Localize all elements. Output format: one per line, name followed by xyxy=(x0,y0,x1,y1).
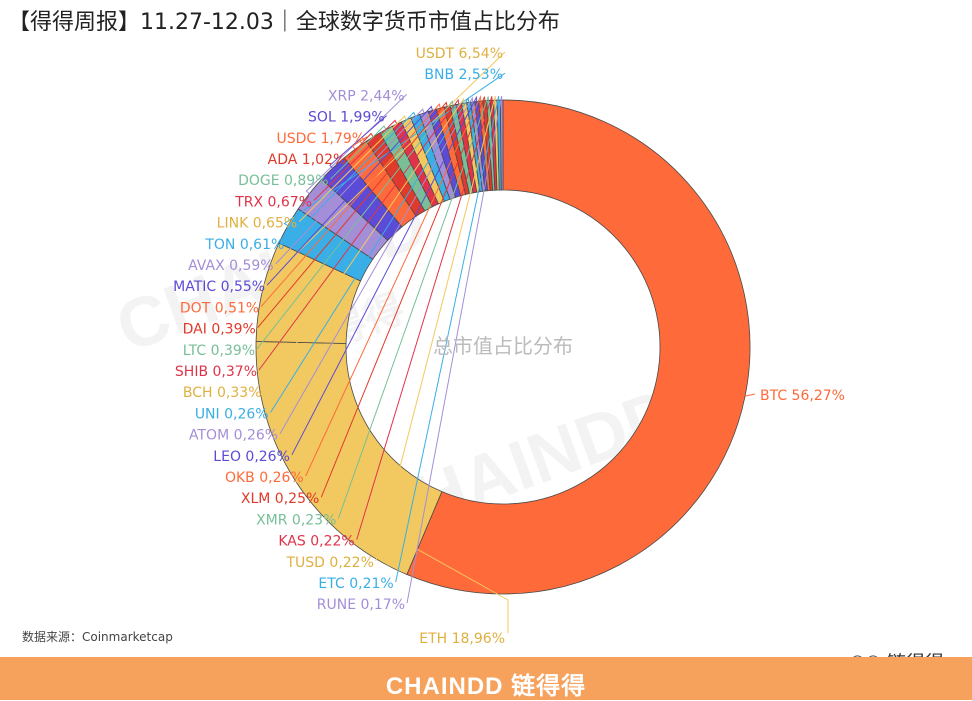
leader-lines-group xyxy=(256,51,756,633)
leader-tusd xyxy=(375,95,496,561)
label-leo: LEO 0,26% xyxy=(213,449,290,465)
label-eth: ETH 18,96% xyxy=(419,631,505,647)
label-shib: SHIB 0,37% xyxy=(175,364,257,380)
label-dai: DAI 0,39% xyxy=(183,322,256,338)
leader-ton xyxy=(285,111,416,244)
label-okb: OKB 0,26% xyxy=(225,470,304,486)
leader-bch xyxy=(263,97,465,392)
label-ada: ADA 1,02% xyxy=(268,152,347,168)
chart-title: 【得得周报】11.27-12.03｜全球数字货币市值占比分布 xyxy=(8,10,560,35)
leader-matic xyxy=(266,105,433,286)
leader-ltc xyxy=(256,100,454,350)
label-xmr: XMR 0,23% xyxy=(256,512,336,528)
label-usdt: USDT 6,54% xyxy=(416,46,503,62)
labels-group: BTC 56,27% ETH 18,96% USDT 6,54% BNB 2,53% X… xyxy=(173,46,845,647)
label-link: LINK 0,65% xyxy=(217,216,298,232)
label-bnb: BNB 2,53% xyxy=(424,67,503,83)
footer-bar: CHAINDD 链得得 xyxy=(0,657,972,700)
leader-ada xyxy=(347,132,374,159)
label-usdc: USDC 1,79% xyxy=(276,131,365,147)
label-uni: UNI 0,26% xyxy=(195,406,269,422)
leader-sol xyxy=(329,115,388,169)
leader-xlm xyxy=(320,96,486,498)
center-label: 总市值占比分布 xyxy=(433,334,573,358)
leader-rune xyxy=(406,95,503,604)
leader-xmr xyxy=(337,96,489,519)
leader-xrp xyxy=(305,94,407,194)
label-trx: TRX 0,67% xyxy=(234,194,312,210)
label-ltc: LTC 0,39% xyxy=(183,343,255,359)
leader-kas xyxy=(356,96,493,540)
leader-leo xyxy=(291,95,478,456)
label-btc: BTC 56,27% xyxy=(760,388,845,404)
leader-shib xyxy=(258,98,460,371)
leader-etc xyxy=(395,95,500,583)
label-rune: RUNE 0,17% xyxy=(317,597,405,613)
leader-atom xyxy=(279,96,474,434)
label-matic: MATIC 0,55% xyxy=(173,279,265,295)
donut-chart: BTC 56,27% ETH 18,96% USDT 6,54% BNB 2,53% X… xyxy=(173,46,845,647)
leader-dot xyxy=(260,103,441,307)
leader-usdt xyxy=(257,51,506,292)
label-ton: TON 0,61% xyxy=(204,237,284,253)
footer-brand: CHAINDD 链得得 xyxy=(385,673,587,700)
data-source: 数据来源：Coinmarketcap xyxy=(22,630,173,644)
label-dot: DOT 0,51% xyxy=(180,300,259,316)
slice-btc xyxy=(406,99,751,595)
leader-avax xyxy=(275,108,425,265)
label-avax: AVAX 0,59% xyxy=(188,258,273,274)
leader-okb xyxy=(305,95,482,477)
label-xrp: XRP 2,44% xyxy=(328,88,405,104)
label-kas: KAS 0,22% xyxy=(278,534,354,550)
label-atom: ATOM 0,26% xyxy=(189,428,278,444)
leader-uni xyxy=(270,96,470,413)
slice-eth xyxy=(255,341,443,576)
leader-usdc xyxy=(351,136,368,150)
label-xlm: XLM 0,25% xyxy=(241,491,319,507)
leader-dai xyxy=(257,101,448,328)
label-doge: DOGE 0,89% xyxy=(238,173,328,189)
label-sol: SOL 1,99% xyxy=(308,110,385,126)
label-bch: BCH 0,33% xyxy=(183,385,262,401)
leader-trx xyxy=(313,119,398,201)
leader-bnb xyxy=(283,72,506,227)
label-tusd: TUSD 0,22% xyxy=(286,555,374,571)
label-etc: ETC 0,21% xyxy=(318,576,393,592)
leader-eth xyxy=(295,480,509,633)
leader-link xyxy=(298,115,407,222)
leader-btc xyxy=(744,393,756,397)
leader-doge xyxy=(330,125,387,180)
